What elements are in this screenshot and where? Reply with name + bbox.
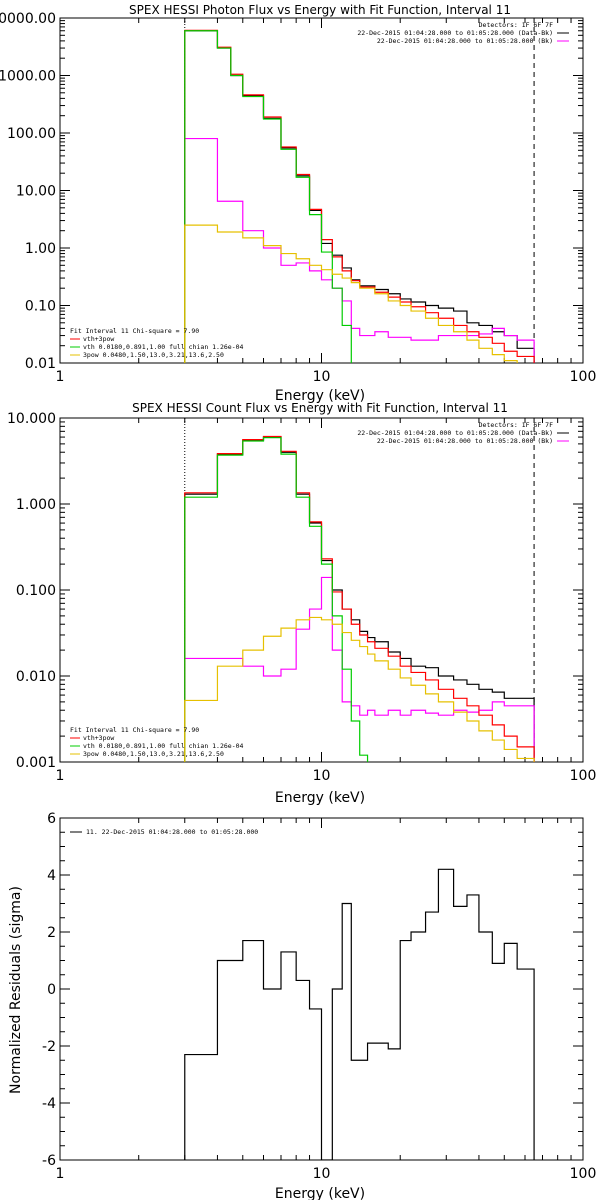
legend-bottom-entry: vth+3pow bbox=[83, 335, 114, 343]
y-tick-label: 1.000 bbox=[16, 497, 56, 513]
series-vth-3pow bbox=[184, 435, 535, 762]
legend-top-entry: 22-Dec-2015 01:04:28.000 to 01:05:28.000… bbox=[377, 437, 553, 445]
series-group bbox=[184, 435, 535, 762]
y-tick-label: 10.00 bbox=[16, 184, 56, 200]
legend-bottom-entry: vth 0.0180,0.891,1.00 full chian 1.26e-0… bbox=[83, 742, 244, 750]
residuals-ylabel: Normalized Residuals (sigma) bbox=[8, 886, 24, 1094]
legend-top-entry: 22-Dec-2015 01:04:28.000 to 01:05:28.000… bbox=[357, 429, 553, 437]
x-tick-label: 100 bbox=[570, 369, 597, 385]
count-flux-title: SPEX HESSI Count Flux vs Energy with Fit… bbox=[132, 401, 508, 415]
legend-top-entry: Detectors: 1F 6F 7F bbox=[479, 421, 553, 429]
legend-bottom-entry: 3pow 0.0480,1.50,13.0,3.21,13.6,2.50 bbox=[83, 351, 224, 359]
series-group bbox=[184, 868, 535, 1160]
photon-flux-xlabel: Energy (keV) bbox=[275, 388, 365, 404]
series-bk bbox=[184, 576, 535, 762]
count-flux-xlabel: Energy (keV) bbox=[275, 790, 365, 806]
y-tick-label: 0.010 bbox=[16, 669, 56, 685]
series-vth bbox=[184, 30, 352, 363]
x-tick-label: 100 bbox=[570, 768, 597, 784]
count-flux-panel: SPEX HESSI Count Flux vs Energy with Fit… bbox=[7, 401, 596, 806]
legend-top-entry: 22-Dec-2015 01:04:28.000 to 01:05:28.000… bbox=[377, 37, 553, 45]
series-3pow bbox=[184, 224, 518, 363]
y-tick-label: -6 bbox=[42, 1153, 56, 1169]
photon-flux-title: SPEX HESSI Photon Flux vs Energy with Fi… bbox=[129, 3, 511, 17]
y-tick-label: 0.100 bbox=[16, 583, 56, 599]
y-tick-label: 0 bbox=[47, 982, 56, 998]
y-tick-label: 1.00 bbox=[25, 241, 56, 257]
y-tick-label: 100.00 bbox=[7, 126, 56, 142]
legend-top-entry: Detectors: 1F 6F 7F bbox=[479, 21, 553, 29]
x-tick-label: 1 bbox=[56, 768, 65, 784]
y-tick-label: 0.001 bbox=[16, 755, 56, 771]
x-tick-label: 10 bbox=[313, 1166, 331, 1182]
y-tick-label: 10.000 bbox=[7, 411, 56, 427]
photon-flux-panel: SPEX HESSI Photon Flux vs Energy with Fi… bbox=[0, 3, 597, 404]
legend-bottom-entry: Fit Interval 11 Chi-square = 7.90 bbox=[70, 327, 199, 335]
y-tick-label: -2 bbox=[42, 1039, 56, 1055]
series-3pow bbox=[184, 616, 535, 762]
series-data-bk bbox=[184, 30, 535, 363]
series-bk bbox=[184, 137, 535, 363]
residuals-xlabel: Energy (keV) bbox=[275, 1186, 365, 1200]
y-tick-label: 0.10 bbox=[25, 299, 56, 315]
residuals-panel: Energy (keV) Normalized Residuals (sigma… bbox=[8, 811, 596, 1200]
x-tick-label: 1 bbox=[56, 1166, 65, 1182]
y-tick-label: 6 bbox=[47, 811, 56, 827]
series-group bbox=[184, 29, 535, 363]
y-tick-label: 2 bbox=[47, 925, 56, 941]
x-tick-label: 10 bbox=[313, 369, 331, 385]
series-vth-3pow bbox=[184, 29, 535, 363]
legend-bottom-entry: vth+3pow bbox=[83, 734, 114, 742]
x-tick-label: 10 bbox=[313, 768, 331, 784]
x-tick-label: 1 bbox=[56, 369, 65, 385]
legend-bottom-entry: vth 0.0180,0.891,1.00 full chian 1.26e-0… bbox=[83, 343, 244, 351]
y-tick-label: 1000.00 bbox=[0, 69, 56, 85]
y-tick-label: 4 bbox=[47, 868, 56, 884]
plot-frame bbox=[59, 17, 584, 364]
y-tick-label: 10000.00 bbox=[0, 11, 56, 27]
residuals-series bbox=[184, 868, 535, 1160]
legend-bottom-entry: Fit Interval 11 Chi-square = 7.90 bbox=[70, 726, 199, 734]
legend-bottom-entry: 3pow 0.0480,1.50,13.0,3.21,13.6,2.50 bbox=[83, 750, 224, 758]
legend-top-entry: 22-Dec-2015 01:04:28.000 to 01:05:28.000… bbox=[357, 29, 553, 37]
series-vth bbox=[184, 437, 369, 762]
legend-entry: 11. 22-Dec-2015 01:04:28.000 to 01:05:28… bbox=[86, 828, 258, 836]
series-data-bk bbox=[184, 436, 535, 762]
x-tick-label: 100 bbox=[570, 1166, 597, 1182]
y-tick-label: -4 bbox=[42, 1096, 56, 1112]
y-tick-label: 0.01 bbox=[25, 356, 56, 372]
